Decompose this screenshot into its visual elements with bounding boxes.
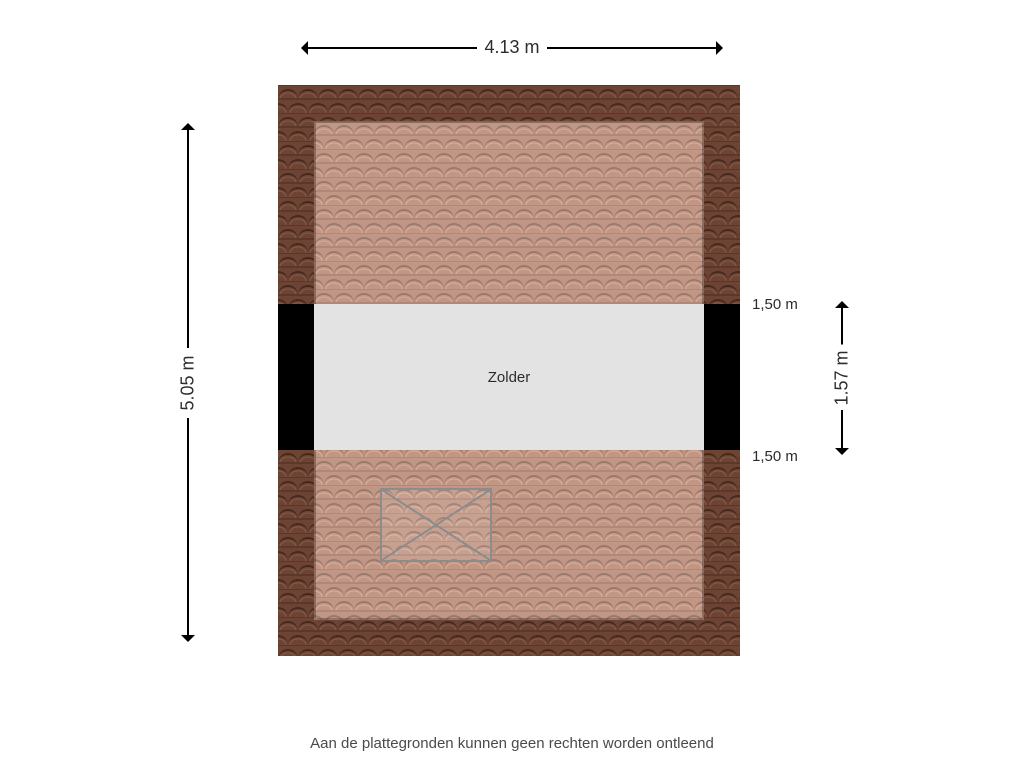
dim-left-arrow-top (181, 123, 195, 130)
zolder-floor: Zolder (278, 304, 740, 450)
dim-right-line-2 (841, 410, 843, 448)
wall-right (704, 304, 740, 450)
dim-left-arrow-bottom (181, 635, 195, 642)
dim-top-arrow-right (716, 41, 723, 55)
dim-mark-bottom: 1,50 m (752, 448, 798, 465)
dim-top-arrow-left (301, 41, 308, 55)
dim-left-line (187, 130, 189, 348)
dim-top-label: 4.13 m (478, 37, 545, 58)
dim-left-line-2 (187, 418, 189, 636)
dim-left-label: 5.05 m (178, 349, 199, 416)
disclaimer-caption: Aan de plattegronden kunnen geen rechten… (0, 735, 1024, 752)
skylight-hatch (380, 488, 492, 562)
room-label: Zolder (488, 369, 531, 386)
wall-left (278, 304, 314, 450)
dim-top-line (308, 47, 477, 49)
dim-right-arrow-bottom (835, 448, 849, 455)
dim-mark-top: 1,50 m (752, 296, 798, 313)
dim-top-line-2 (547, 47, 716, 49)
dim-right-label: 1.57 m (832, 344, 853, 411)
dim-right-arrow-top (835, 301, 849, 308)
floorplan-canvas: Zolder 4.13 m 5.05 m 1.57 m 1,50 m 1,50 … (0, 0, 1024, 768)
dim-right-line (841, 308, 843, 346)
